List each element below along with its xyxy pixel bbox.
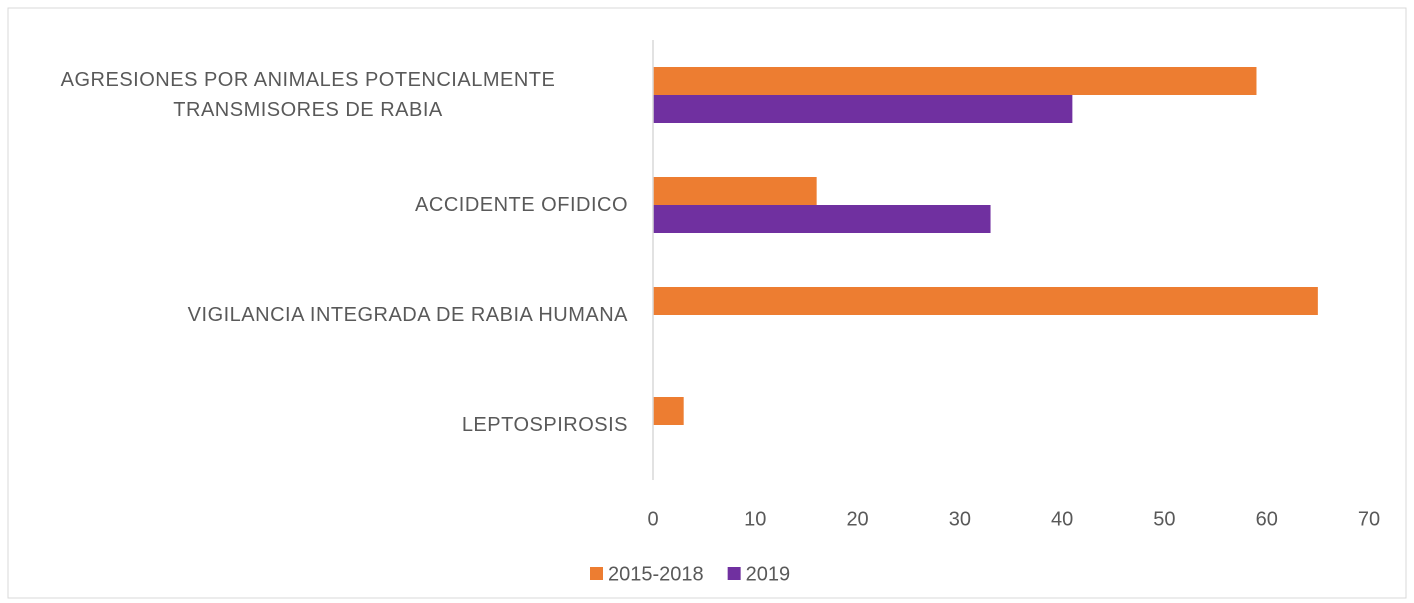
legend-label: 2015-2018 xyxy=(608,563,704,585)
legend-swatch xyxy=(727,567,741,580)
bar xyxy=(653,177,817,205)
x-tick-label: 0 xyxy=(647,508,658,530)
x-tick-label: 60 xyxy=(1256,508,1278,530)
chart-border xyxy=(7,7,1407,599)
bar xyxy=(653,287,1318,315)
x-tick-label: 50 xyxy=(1153,508,1175,530)
bar xyxy=(653,205,991,233)
y-tick-label: VIGILANCIA INTEGRADA DE RABIA HUMANA xyxy=(0,300,628,330)
legend-label: 2019 xyxy=(746,563,791,585)
y-tick-label: ACCIDENTE OFIDICO xyxy=(0,190,628,220)
category-text: AGRESIONES POR ANIMALES POTENCIALMENTE T… xyxy=(60,69,556,121)
category-text: LEPTOSPIROSIS xyxy=(461,414,628,436)
bar xyxy=(653,67,1257,95)
category-text: VIGILANCIA INTEGRADA DE RABIA HUMANA xyxy=(187,304,628,326)
category-text: ACCIDENTE OFIDICO xyxy=(415,194,628,216)
x-tick-label: 40 xyxy=(1051,508,1073,530)
x-tick-label: 10 xyxy=(744,508,766,530)
bar xyxy=(653,397,684,425)
x-tick-label: 70 xyxy=(1358,508,1380,530)
y-tick-label: AGRESIONES POR ANIMALES POTENCIALMENTE T… xyxy=(0,65,628,125)
y-tick-label: LEPTOSPIROSIS xyxy=(0,410,628,440)
x-tick-label: 20 xyxy=(846,508,868,530)
bar xyxy=(653,95,1073,123)
legend-swatch xyxy=(590,567,603,580)
x-tick-label: 30 xyxy=(949,508,971,530)
